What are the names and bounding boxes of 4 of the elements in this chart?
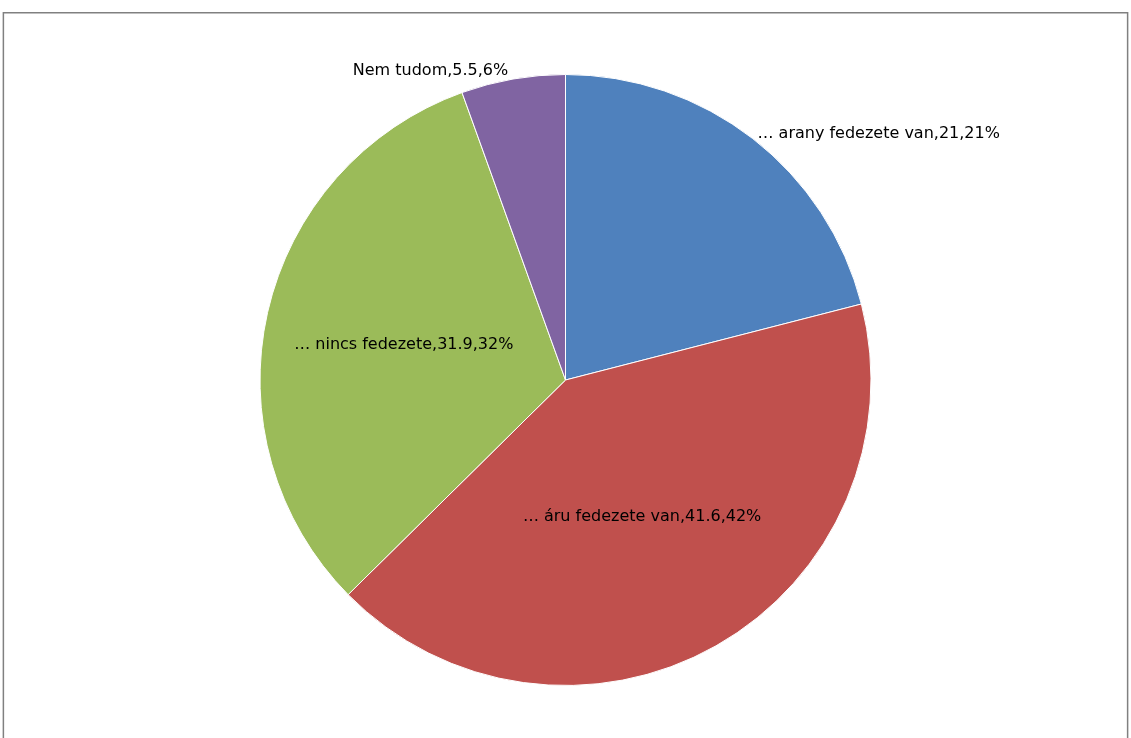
slice-label: Nem tudom,5.5,6% <box>352 60 509 80</box>
slice-label: … arany fedezete van,21,21% <box>757 123 1000 143</box>
slice-label: … nincs fedezete,31.9,32% <box>294 333 514 353</box>
slice-label: … áru fedezete van,41.6,42% <box>522 505 762 525</box>
